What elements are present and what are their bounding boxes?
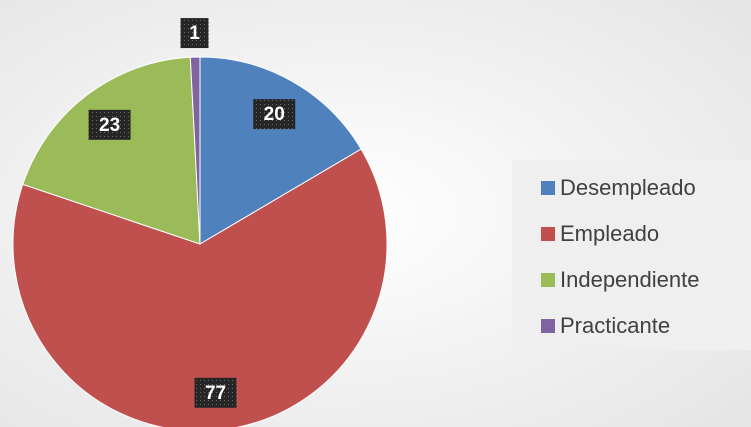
pie-slice xyxy=(189,56,201,245)
data-labels: 20 77 23 1 xyxy=(88,18,296,408)
legend-label: Desempleado xyxy=(560,175,696,200)
legend-swatch xyxy=(541,319,555,333)
pie-slice xyxy=(199,56,362,245)
legend-label: Practicante xyxy=(560,313,670,338)
legend-label: Independiente xyxy=(560,267,699,292)
legend-swatch xyxy=(541,181,555,195)
data-label: 77 xyxy=(205,383,226,404)
data-label: 23 xyxy=(99,115,120,136)
data-label: 20 xyxy=(264,104,285,125)
data-label-box xyxy=(253,99,296,130)
data-label-box xyxy=(88,109,131,140)
data-label: 1 xyxy=(189,23,200,44)
legend-swatch xyxy=(541,227,555,241)
pie-slice xyxy=(12,148,388,427)
legend: Desempleado Empleado Independiente Practica… xyxy=(541,175,699,338)
pie-slice xyxy=(22,56,201,245)
data-label-box xyxy=(180,18,209,49)
data-label-box xyxy=(194,377,237,408)
legend-label: Empleado xyxy=(560,221,659,246)
pie xyxy=(12,56,388,427)
legend-swatch xyxy=(541,273,555,287)
